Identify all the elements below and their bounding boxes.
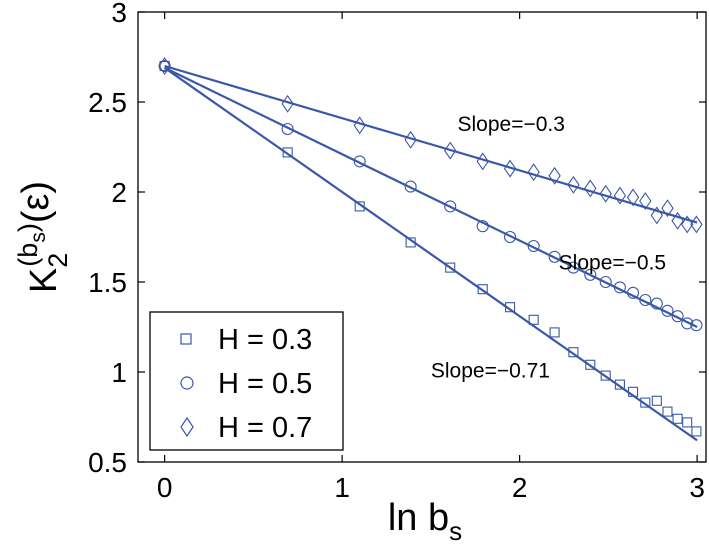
diamond-point [503,159,517,178]
circle-point [661,304,674,317]
circle-point [650,297,663,310]
square-point [614,379,625,390]
diamond-point [626,188,640,207]
diamond-point [404,130,417,149]
diamond-point [613,186,627,205]
square-point [159,60,170,72]
x-tick-label: 3 [689,472,705,503]
legend: H = 0.3 H = 0.5 H = 0.7 [149,311,344,451]
legend-box [149,311,344,451]
legend-marker-diamond [180,416,194,438]
diamond-point [281,94,294,113]
slope-annotation-h03: Slope=−0.71 [431,359,550,382]
square-point [600,370,611,381]
diamond-point [650,206,663,225]
circle-point [639,293,652,307]
square-point [682,417,693,428]
diamond-point [681,215,694,234]
annotation-layer: Slope=−0.3 Slope=−0.5 Slope=−0.71 [431,113,666,383]
circle-point [281,122,294,136]
fit-line-2 [164,64,698,224]
y-tick-label: 1 [111,357,127,388]
square-point [585,359,596,370]
circle-point [626,286,640,299]
plot-frame [137,11,707,463]
square-point [651,395,662,406]
x-axis-label-subscript: s [449,516,462,546]
circle-point [527,239,540,253]
circle-point [548,250,561,263]
square-point [405,237,416,248]
fit-line-1 [164,66,698,328]
square-point [672,413,683,424]
square-point [528,314,539,325]
x-axis-label: ln bs [388,497,462,546]
square-point [627,386,639,397]
y-tick-label: 2 [111,177,127,208]
y-axis-label-superscript-close: ) [13,223,43,232]
square-point [445,262,456,273]
axis-ticks: 0 1 2 3 0.5 1 1.5 2 2.5 3 [88,0,706,503]
y-axis-label-superscript-sub: s [27,232,50,243]
legend-label-h07: H = 0.7 [218,412,312,444]
diamond-point [548,166,561,185]
diamond-point [444,141,457,160]
diamond-point [584,179,597,198]
square-point [568,347,579,358]
y-tick-label: 1.5 [88,267,127,298]
square-point [640,397,651,408]
circle-point [503,230,517,244]
diamond-point [158,57,171,75]
diamond-point [671,211,684,230]
fit-lines [163,64,698,442]
slope-annotation-h05: Slope=−0.5 [559,251,666,274]
diamond-point [690,215,703,234]
square-point [691,426,702,437]
square-point [504,302,516,313]
y-axis-label-superscript: (b [13,243,43,267]
circle-point [444,200,457,213]
circle-point [599,275,612,289]
diamond-point [661,199,674,218]
square-point [354,201,365,212]
diamond-point [567,175,580,194]
diamond-point [476,152,489,171]
x-axis-label-main: ln b [388,497,449,539]
circle-point [353,155,366,168]
y-axis-label-k: K [23,268,65,293]
slope-annotation-h07: Slope=−0.3 [458,113,565,136]
y-axis-label: K2(bs)(ε) [13,181,73,293]
legend-label-h03: H = 0.3 [218,324,312,356]
diamond-point [599,184,612,203]
circle-point [681,317,694,330]
square-point [282,147,293,158]
square-point [549,327,560,338]
x-tick-label: 1 [334,472,350,503]
circle-point [404,180,417,193]
y-axis-label-subscript: 2 [43,253,73,268]
x-tick-label: 2 [512,472,528,503]
x-tick-label: 0 [157,472,173,503]
y-tick-label: 2.5 [88,87,127,118]
diamond-point [639,192,652,210]
fit-line-0 [163,66,698,442]
circle-point [671,310,684,323]
circle-point [476,220,489,233]
diamond-point [527,163,540,182]
legend-marker-circle [180,376,194,390]
square-point [477,284,488,295]
legend-label-h05: H = 0.5 [218,368,312,400]
circle-point [613,281,626,294]
square-point [662,406,673,417]
y-tick-label: 0.5 [88,447,127,478]
data-markers [158,57,703,437]
circle-point [690,319,703,332]
y-axis-label-tail: (ε) [15,181,57,223]
circle-point [584,268,597,281]
legend-marker-square [180,333,192,345]
diamond-point [353,116,366,135]
circle-point [567,261,580,274]
y-tick-label: 3 [111,0,127,28]
